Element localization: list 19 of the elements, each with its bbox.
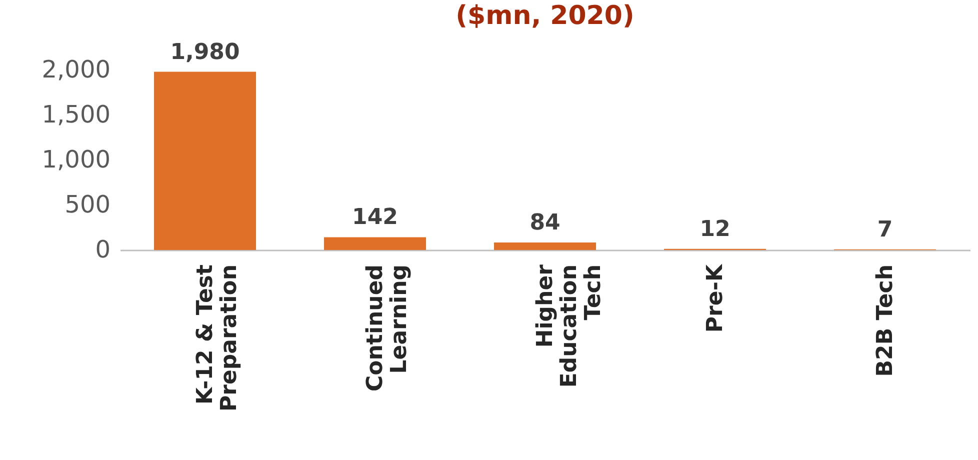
y-tick-label: 1,500 <box>42 100 110 128</box>
x-tick-label: Higher Education Tech <box>533 264 606 388</box>
data-label: 142 <box>352 205 398 230</box>
x-tick-label: B2B Tech <box>873 264 898 377</box>
x-tick-label: Continued Learning <box>363 264 412 392</box>
data-label: 84 <box>530 210 560 236</box>
bar <box>324 237 426 250</box>
data-label: 7 <box>877 217 893 242</box>
data-label: 1,980 <box>170 40 240 65</box>
data-label: 12 <box>700 216 730 242</box>
y-tick-label: 500 <box>64 190 110 218</box>
y-tick-label: 2,000 <box>42 56 110 84</box>
bar <box>494 242 596 250</box>
x-tick-label: K-12 & Test Preparation <box>193 264 242 412</box>
y-tick-label: 1,000 <box>42 146 110 174</box>
chart-title: ($mn, 2020) <box>456 0 634 31</box>
bar <box>154 72 256 250</box>
y-tick-label: 0 <box>95 236 110 264</box>
x-tick-label: Pre-K <box>703 264 728 333</box>
